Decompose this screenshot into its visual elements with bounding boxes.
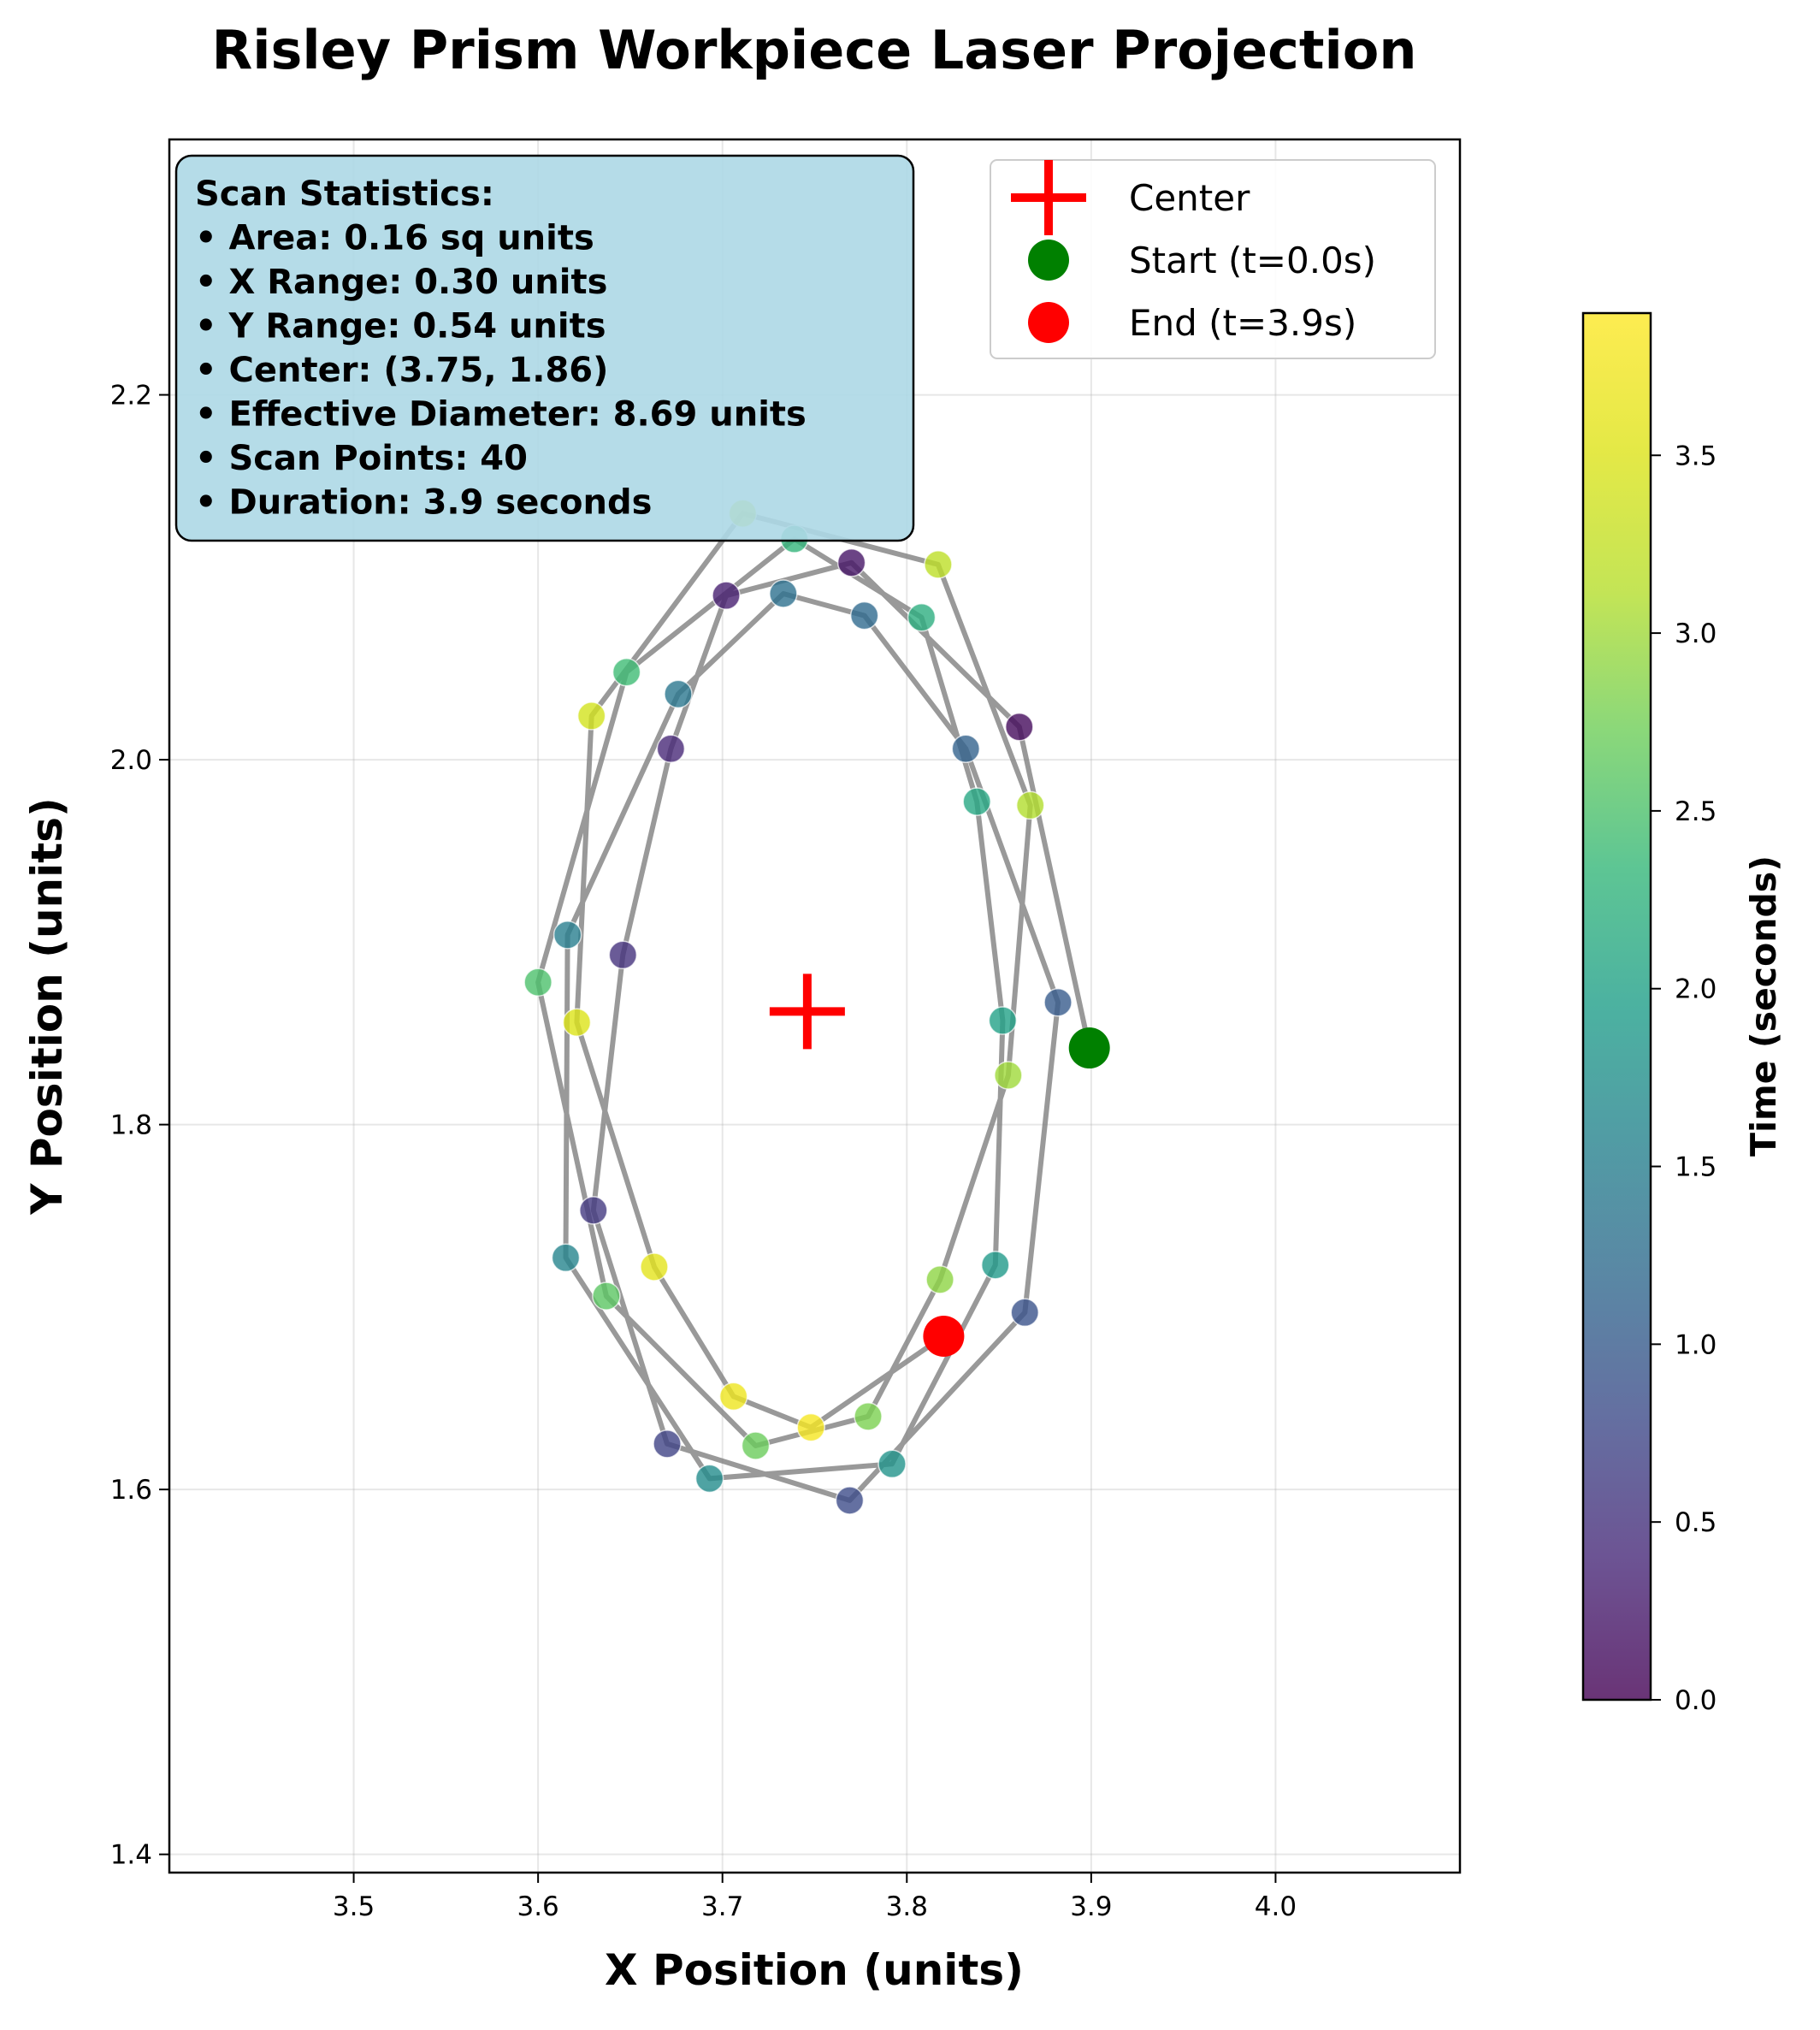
colorbar-tick-label: 2.0 — [1675, 974, 1717, 1005]
scan-point — [608, 940, 638, 970]
scan-point — [796, 1412, 825, 1442]
scan-point — [562, 1008, 592, 1037]
chart-title: Risley Prism Workpiece Laser Projection — [212, 19, 1417, 81]
scan-point — [849, 601, 879, 630]
scan-point — [1015, 790, 1045, 820]
y-tick-label: 1.4 — [110, 1840, 152, 1871]
x-tick-label: 4.0 — [1255, 1891, 1297, 1922]
y-axis-ticks: 1.4 1.6 1.8 2.0 2.2 — [110, 381, 169, 1871]
stats-line: • X Range: 0.30 units — [195, 263, 607, 302]
colorbar-gradient — [1581, 311, 1652, 1702]
scan-point — [592, 1281, 621, 1311]
x-tick-label: 3.9 — [1070, 1891, 1112, 1922]
scan-point — [1043, 987, 1072, 1017]
legend-frame — [990, 159, 1436, 359]
plot-frame — [168, 138, 1462, 1874]
x-tick-label: 3.8 — [886, 1891, 928, 1922]
legend: Center Start (t=0.0s) End (t=3.9s) — [990, 159, 1436, 359]
x-tick-label: 3.6 — [517, 1891, 558, 1922]
stats-line: Scan Statistics: — [195, 175, 494, 214]
y-tick-label: 2.0 — [110, 745, 152, 776]
colorbar: 0.0 0.5 1.0 1.5 2.0 2.5 3.0 3.5 Time (seconds) — [1581, 311, 1784, 1716]
scan-point — [994, 1061, 1023, 1090]
legend-label: Center — [1129, 177, 1250, 219]
scan-point — [907, 602, 937, 632]
x-axis-title: X Position (units) — [605, 1945, 1024, 1995]
scan-point — [612, 657, 641, 687]
stats-line: • Y Range: 0.54 units — [195, 307, 606, 346]
scan-point — [523, 968, 552, 997]
colorbar-title: Time (seconds) — [1743, 855, 1784, 1157]
scan-point — [653, 1429, 682, 1459]
stats-line: • Area: 0.16 sq units — [195, 219, 594, 258]
y-tick-label: 1.8 — [110, 1110, 152, 1141]
legend-entries: Center Start (t=0.0s) End (t=3.9s) — [1011, 160, 1376, 344]
scan-point — [576, 701, 606, 731]
stats-box: Scan Statistics: • Area: 0.16 sq units • X… — [174, 154, 915, 542]
colorbar-tick-label: 0.5 — [1675, 1507, 1717, 1538]
colorbar-tick-label: 0.0 — [1675, 1685, 1717, 1716]
scan-point — [769, 579, 798, 608]
scan-point — [925, 1265, 954, 1294]
scan-point — [962, 787, 991, 816]
scan-point — [836, 548, 866, 577]
scan-point — [640, 1252, 669, 1281]
stats-line: • Duration: 3.9 seconds — [195, 483, 652, 523]
scan-point — [579, 1196, 608, 1225]
scan-point — [835, 1486, 865, 1515]
scan-point — [1010, 1298, 1040, 1328]
colorbar-tick-label: 1.0 — [1675, 1329, 1717, 1360]
legend-label: End (t=3.9s) — [1129, 302, 1356, 344]
legend-circle-icon — [1028, 302, 1069, 343]
colorbar-tick-label: 3.5 — [1675, 441, 1717, 471]
scan-point — [694, 1464, 724, 1494]
scan-point — [656, 734, 686, 764]
scan-point — [988, 1006, 1018, 1035]
colorbar-tick-label: 1.5 — [1675, 1152, 1717, 1183]
colorbar-ticks: 0.0 0.5 1.0 1.5 2.0 2.5 3.0 3.5 — [1651, 441, 1717, 1716]
scan-point — [712, 581, 741, 610]
scan-point — [981, 1251, 1010, 1280]
legend-circle-icon — [1028, 240, 1069, 281]
scan-point — [718, 1382, 748, 1412]
scan-point — [741, 1431, 771, 1460]
scan-point — [1005, 712, 1034, 742]
legend-label: Start (t=0.0s) — [1129, 240, 1376, 281]
stats-line: • Center: (3.75, 1.86) — [195, 351, 608, 390]
colorbar-tick-label: 2.5 — [1675, 796, 1717, 827]
scan-point — [664, 679, 693, 709]
scan-point — [854, 1402, 883, 1431]
scan-point — [924, 550, 953, 579]
scan-point — [951, 734, 981, 764]
scan-point — [551, 1243, 581, 1273]
y-tick-label: 1.6 — [110, 1475, 152, 1506]
scan-point — [552, 920, 582, 950]
y-axis-title: Y Position (units) — [22, 797, 72, 1216]
stats-line: • Effective Diameter: 8.69 units — [195, 395, 807, 435]
x-axis-ticks: 3.5 3.6 3.7 3.8 3.9 4.0 — [333, 1873, 1297, 1922]
stats-line: • Scan Points: 40 — [195, 439, 528, 478]
start-marker — [1068, 1027, 1110, 1069]
x-tick-label: 3.7 — [701, 1891, 743, 1922]
x-tick-label: 3.5 — [333, 1891, 375, 1922]
y-tick-label: 2.2 — [110, 381, 152, 411]
stats-text: Scan Statistics: • Area: 0.16 sq units • X… — [195, 175, 807, 523]
colorbar-tick-label: 3.0 — [1675, 618, 1717, 649]
end-marker — [923, 1316, 965, 1358]
scan-point — [878, 1449, 907, 1479]
special-markers — [769, 974, 1110, 1358]
